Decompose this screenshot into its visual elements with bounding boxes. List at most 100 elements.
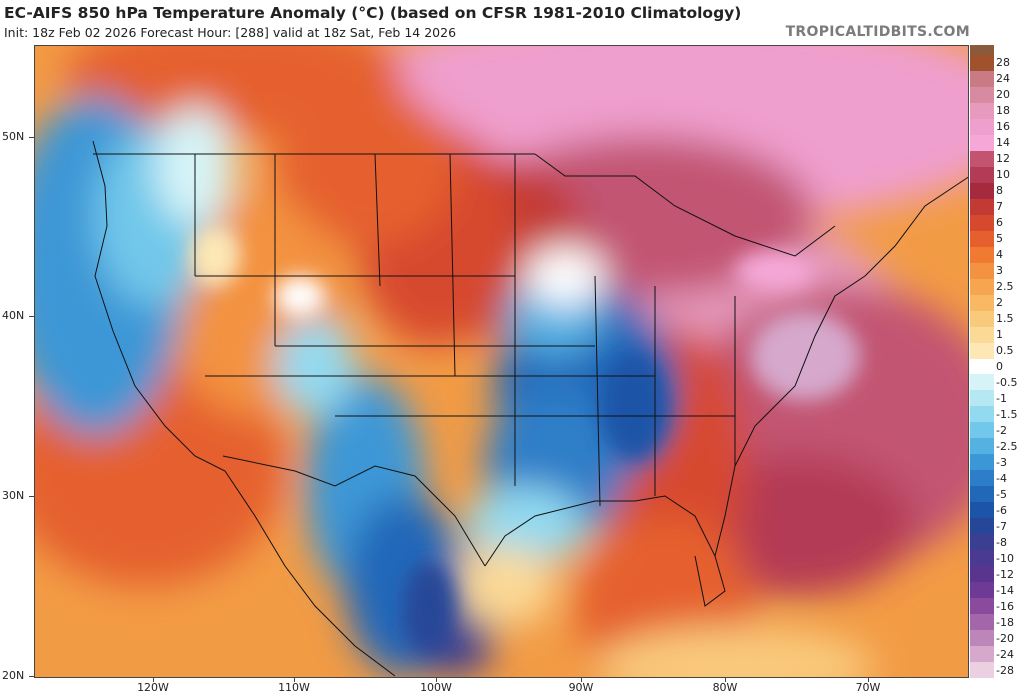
colorbar-label: 12: [996, 152, 1010, 166]
colorbar-swatch: [970, 150, 994, 168]
colorbar-swatch: [970, 390, 994, 407]
colorbar-label: -28: [996, 663, 1014, 677]
colorbar-swatch: [970, 486, 994, 503]
state-lines-ns: [194, 153, 736, 507]
lat-label-20n: 20N: [2, 669, 25, 682]
colorbar-label: 24: [996, 72, 1010, 86]
colorbar-label: 1: [996, 328, 1003, 342]
colorbar-swatch: [970, 646, 994, 663]
colorbar-swatch: [970, 582, 994, 599]
colorbar-label: 0: [996, 360, 1003, 373]
colorbar-label: -5: [996, 487, 1007, 501]
lon-tick: [581, 678, 582, 682]
colorbar-label: -16: [996, 599, 1014, 613]
lon-tick: [153, 678, 154, 682]
anomaly-map-canvas: [35, 46, 968, 677]
lon-label-90w: 90W: [568, 681, 594, 694]
lon-tick: [868, 678, 869, 682]
colorbar-swatch: [970, 230, 994, 248]
colorbar-swatch: [970, 454, 994, 471]
colorbar-label: -12: [996, 567, 1014, 581]
colorbar-label: -0.5: [996, 375, 1018, 389]
colorbar-swatch: [970, 502, 994, 519]
colorbar-label: -24: [996, 647, 1014, 661]
colorbar-swatch: [970, 550, 994, 567]
gulf-coastline: [484, 495, 726, 607]
colorbar-swatch: [970, 438, 994, 455]
colorbar-swatch: [970, 326, 994, 344]
colorbar-label: -14: [996, 583, 1014, 597]
colorbar-label: 3: [996, 264, 1003, 278]
colorbar-label: 28: [996, 56, 1010, 70]
colorbar-swatch: [970, 294, 994, 312]
colorbar-label: 5: [996, 232, 1003, 246]
colorbar-label: -4: [996, 471, 1007, 485]
colorbar-swatch: [970, 246, 994, 264]
colorbar-label: 4: [996, 248, 1003, 262]
colorbar-swatch: [970, 166, 994, 184]
great-lakes-border: [534, 153, 836, 257]
east-coastline: [714, 176, 968, 557]
borders: [92, 140, 968, 677]
lon-label-70w: 70W: [855, 681, 881, 694]
colorbar-swatch: [970, 86, 994, 104]
colorbar-swatch: [970, 70, 994, 88]
state-lines-ew: [195, 275, 735, 417]
lon-label-120w: 120W: [137, 681, 169, 694]
colorbar-label: 18: [996, 104, 1010, 118]
map-title: EC-AIFS 850 hPa Temperature Anomaly (°C)…: [4, 4, 742, 22]
colorbar-swatch: [970, 358, 994, 375]
colorbar-swatch: [970, 406, 994, 423]
colorbar-label: -1.5: [996, 407, 1018, 421]
colorbar-cap: [970, 45, 994, 55]
anomaly-detail: [190, 226, 860, 651]
colorbar-swatch: [970, 422, 994, 439]
colorbar-label: 6: [996, 216, 1003, 230]
lon-tick: [436, 678, 437, 682]
colorbar-swatch: [970, 118, 994, 136]
colorbar-label: 0.5: [996, 344, 1014, 358]
colorbar-swatch: [970, 55, 994, 72]
lat-label-30n: 30N: [2, 489, 25, 502]
colorbar-label: 8: [996, 184, 1003, 198]
colorbar-label: -8: [996, 535, 1007, 549]
colorbar-swatch: [970, 566, 994, 583]
colorbar-label: -10: [996, 551, 1014, 565]
colorbar-swatch: [970, 374, 994, 391]
colorbar-swatch: [970, 534, 994, 551]
colorbar-swatch: [970, 518, 994, 535]
colorbar-swatch: [970, 134, 994, 152]
colorbar: [970, 45, 994, 679]
colorbar-swatch: [970, 262, 994, 280]
colorbar-label: -1: [996, 391, 1007, 405]
colorbar-label: 2: [996, 296, 1003, 310]
colorbar-label: -2.5: [996, 439, 1018, 453]
anomaly-map: [34, 45, 969, 678]
colorbar-label: 20: [996, 88, 1010, 102]
colorbar-label: 14: [996, 136, 1010, 150]
lat-tick: [29, 316, 34, 317]
lat-label-40n: 40N: [2, 309, 25, 322]
colorbar-label: 10: [996, 168, 1010, 182]
colorbar-label: -18: [996, 615, 1014, 629]
colorbar-label: 7: [996, 200, 1003, 214]
lat-label-50n: 50N: [2, 130, 25, 143]
colorbar-swatch: [970, 598, 994, 615]
map-subtitle: Init: 18z Feb 02 2026 Forecast Hour: [28…: [4, 25, 457, 40]
colorbar-swatch: [970, 182, 994, 200]
lat-tick: [29, 676, 34, 677]
colorbar-swatch: [970, 630, 994, 647]
colorbar-swatch: [970, 310, 994, 328]
colorbar-swatch: [970, 214, 994, 232]
colorbar-labels: 28 24 20 18 16 14 12 10 8 7 6 5 4 3 2.5 2 1.5 1 0.5 0 -0.5 -1…: [996, 45, 1024, 678]
colorbar-label: -6: [996, 503, 1007, 517]
lat-tick: [29, 137, 34, 138]
site-brand: TROPICALTIDBITS.COM: [785, 24, 970, 40]
us-mexico-border: [222, 455, 486, 567]
colorbar-swatch: [970, 198, 994, 216]
colorbar-swatch: [970, 614, 994, 631]
lon-label-80w: 80W: [712, 681, 738, 694]
colorbar-label: -3: [996, 455, 1007, 469]
lon-tick: [294, 678, 295, 682]
colorbar-swatch: [970, 470, 994, 487]
